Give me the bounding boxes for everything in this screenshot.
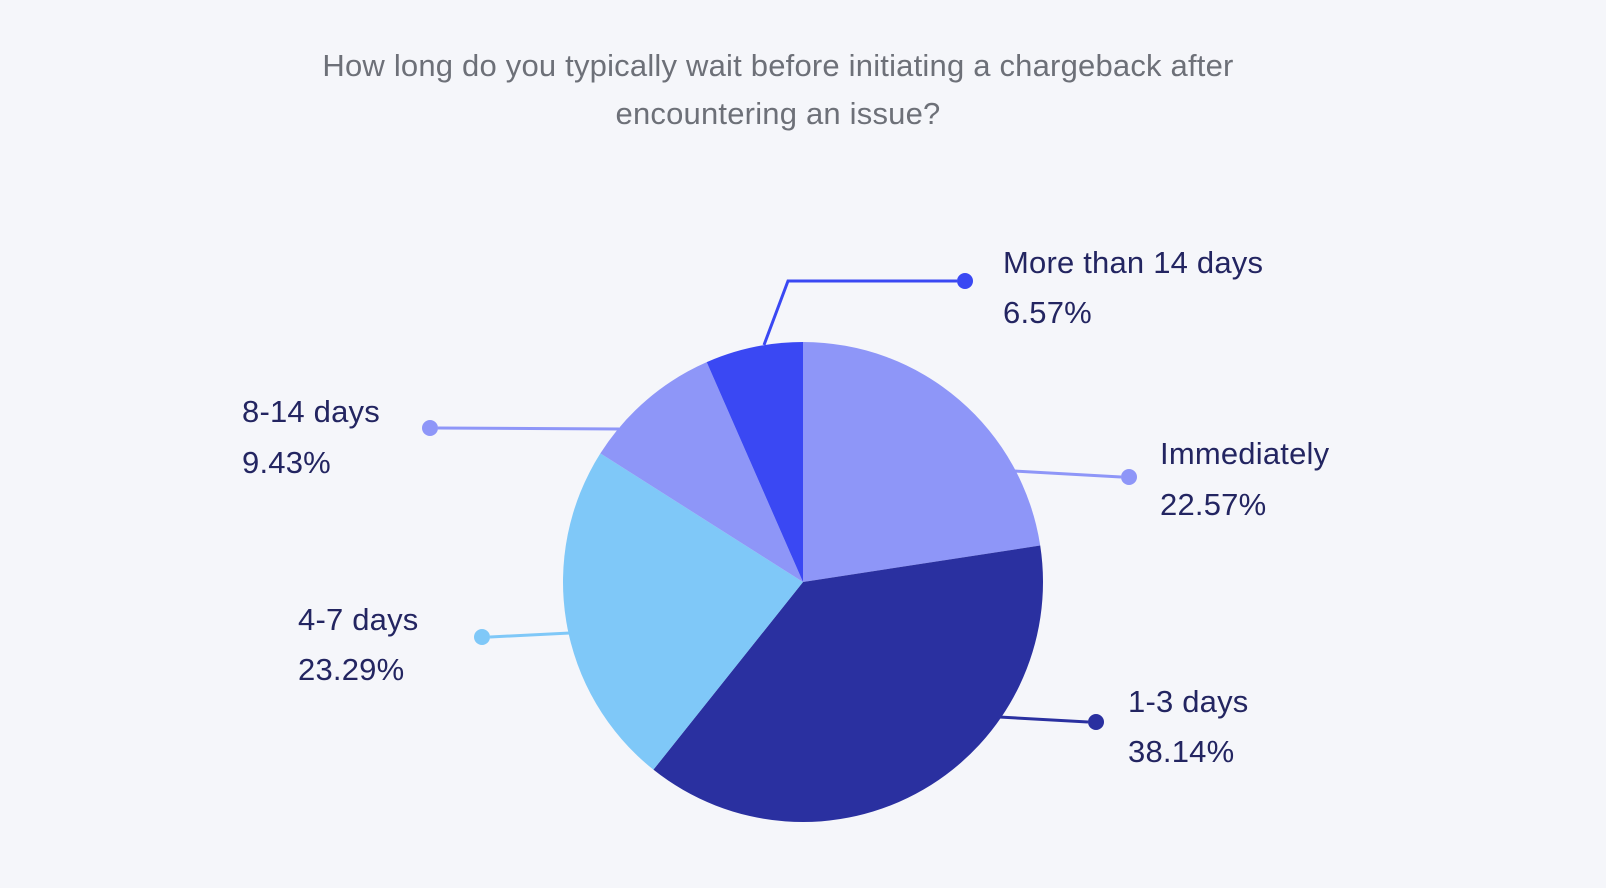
value-4-7-days: 23.29%: [298, 652, 404, 687]
pie-slice-4-7-days: [562, 453, 803, 770]
leader-dot-immediately: [1121, 469, 1137, 485]
leader-line-more-than-14-days: [762, 279, 957, 346]
leader-dot-more-than-14-days: [957, 273, 973, 289]
callout-immediately: Immediately 22.57%: [1013, 436, 1330, 522]
leader-dot-4-7-days: [474, 629, 490, 645]
callout-more-than-14-days: More than 14 days 6.57%: [762, 245, 1263, 346]
leader-line-8-14-days: [437, 426, 620, 431]
value-1-3-days: 38.14%: [1128, 734, 1234, 769]
pie: [562, 341, 1044, 823]
label-more-than-14-days: More than 14 days: [1003, 245, 1263, 280]
leader-line-1-3-days: [998, 715, 1089, 724]
callout-1-3-days: 1-3 days 38.14%: [998, 684, 1249, 769]
label-4-7-days: 4-7 days: [298, 602, 419, 637]
label-immediately: Immediately: [1160, 436, 1330, 471]
leader-line-4-7-days: [489, 631, 571, 639]
label-8-14-days: 8-14 days: [242, 394, 380, 429]
pie-slice-8-14-days: [600, 362, 803, 582]
callout-8-14-days: 8-14 days 9.43%: [242, 394, 620, 480]
value-immediately: 22.57%: [1160, 487, 1266, 522]
callout-4-7-days: 4-7 days 23.29%: [298, 602, 571, 687]
pie-slice-more-than-14-days: [706, 342, 803, 582]
leader-dot-8-14-days: [422, 420, 438, 436]
label-1-3-days: 1-3 days: [1128, 684, 1249, 719]
value-8-14-days: 9.43%: [242, 445, 331, 480]
value-more-than-14-days: 6.57%: [1003, 295, 1092, 330]
leader-dot-1-3-days: [1088, 714, 1104, 730]
chart-title-line2: encountering an issue?: [616, 96, 941, 131]
chart-title-line1: How long do you typically wait before in…: [322, 48, 1233, 83]
pie-slice-immediately: [803, 341, 1041, 582]
leader-line-immediately: [1013, 469, 1122, 479]
chart-title: How long do you typically wait before in…: [322, 48, 1233, 131]
pie-slice-1-3-days: [653, 545, 1044, 823]
